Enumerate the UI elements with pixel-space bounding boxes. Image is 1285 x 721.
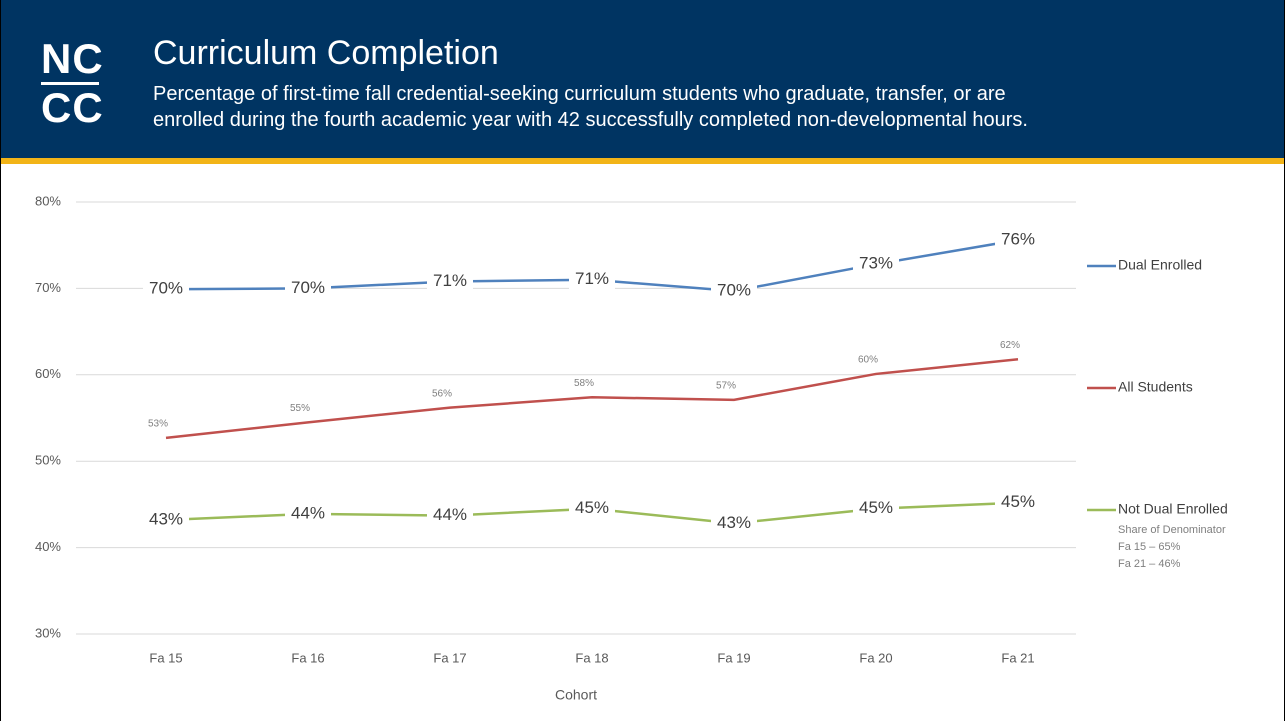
label-background bbox=[569, 268, 615, 291]
label-background bbox=[143, 508, 189, 531]
data-label: 45% bbox=[859, 498, 893, 517]
y-tick-label: 40% bbox=[35, 539, 61, 554]
data-label: 43% bbox=[149, 509, 183, 528]
x-tick-label: Fa 19 bbox=[717, 650, 750, 665]
label-background bbox=[285, 277, 331, 300]
legend-label: Not Dual Enrolled bbox=[1118, 501, 1228, 517]
logo-bar bbox=[41, 82, 99, 85]
title: Curriculum Completion bbox=[153, 34, 499, 72]
header: NC CC Curriculum Completion Percentage o… bbox=[1, 0, 1284, 164]
label-background bbox=[427, 270, 473, 293]
data-label: 60% bbox=[858, 355, 878, 366]
label-background bbox=[569, 497, 615, 520]
data-label: 56% bbox=[432, 388, 452, 399]
label-background bbox=[143, 278, 189, 301]
label-background bbox=[711, 512, 757, 535]
data-label: 45% bbox=[575, 498, 609, 517]
y-tick-label: 80% bbox=[35, 193, 61, 208]
y-tick-label: 30% bbox=[35, 625, 61, 640]
label-background bbox=[853, 253, 899, 276]
data-label: 58% bbox=[574, 378, 594, 389]
subtitle: Percentage of first-time fall credential… bbox=[153, 83, 1006, 105]
data-label: 76% bbox=[1001, 230, 1035, 249]
data-label: 53% bbox=[148, 419, 168, 430]
x-tick-label: Fa 18 bbox=[575, 650, 608, 665]
x-tick-label: Fa 21 bbox=[1001, 650, 1034, 665]
label-background bbox=[995, 229, 1041, 252]
subtitle: enrolled during the fourth academic year… bbox=[153, 109, 1028, 131]
x-tick-label: Fa 17 bbox=[433, 650, 466, 665]
series-line bbox=[165, 358, 1019, 440]
label-background bbox=[427, 504, 473, 527]
label-background bbox=[995, 491, 1041, 514]
legend-label: All Students bbox=[1118, 379, 1193, 395]
y-tick-label: 70% bbox=[35, 280, 61, 295]
x-axis-label: Cohort bbox=[555, 687, 597, 703]
data-label: 71% bbox=[575, 269, 609, 288]
label-background bbox=[711, 279, 757, 302]
data-label: 73% bbox=[859, 254, 893, 273]
data-label: 45% bbox=[1001, 492, 1035, 511]
y-tick-label: 60% bbox=[35, 366, 61, 381]
x-tick-label: Fa 15 bbox=[149, 650, 182, 665]
annotation: Share of Denominator bbox=[1118, 524, 1226, 536]
data-label: 55% bbox=[290, 403, 310, 414]
logo-text: CC bbox=[41, 84, 104, 131]
data-label: 57% bbox=[716, 380, 736, 391]
x-tick-label: Fa 16 bbox=[291, 650, 324, 665]
logo: NC CC bbox=[41, 38, 104, 129]
data-label: 70% bbox=[291, 278, 325, 297]
legend-label: Dual Enrolled bbox=[1118, 257, 1202, 273]
data-label: 70% bbox=[717, 280, 751, 299]
data-label: 71% bbox=[433, 271, 467, 290]
x-tick-label: Fa 20 bbox=[859, 650, 892, 665]
data-label: 62% bbox=[1000, 340, 1020, 351]
annotation: Fa 21 – 46% bbox=[1118, 558, 1181, 570]
data-label: 44% bbox=[433, 505, 467, 524]
logo-text: NC bbox=[41, 35, 104, 82]
label-background bbox=[285, 502, 331, 525]
y-tick-label: 50% bbox=[35, 453, 61, 468]
data-label: 70% bbox=[149, 279, 183, 298]
data-label: 44% bbox=[291, 503, 325, 522]
annotation: Fa 15 – 65% bbox=[1118, 541, 1181, 553]
data-label: 43% bbox=[717, 513, 751, 532]
label-background bbox=[853, 497, 899, 520]
